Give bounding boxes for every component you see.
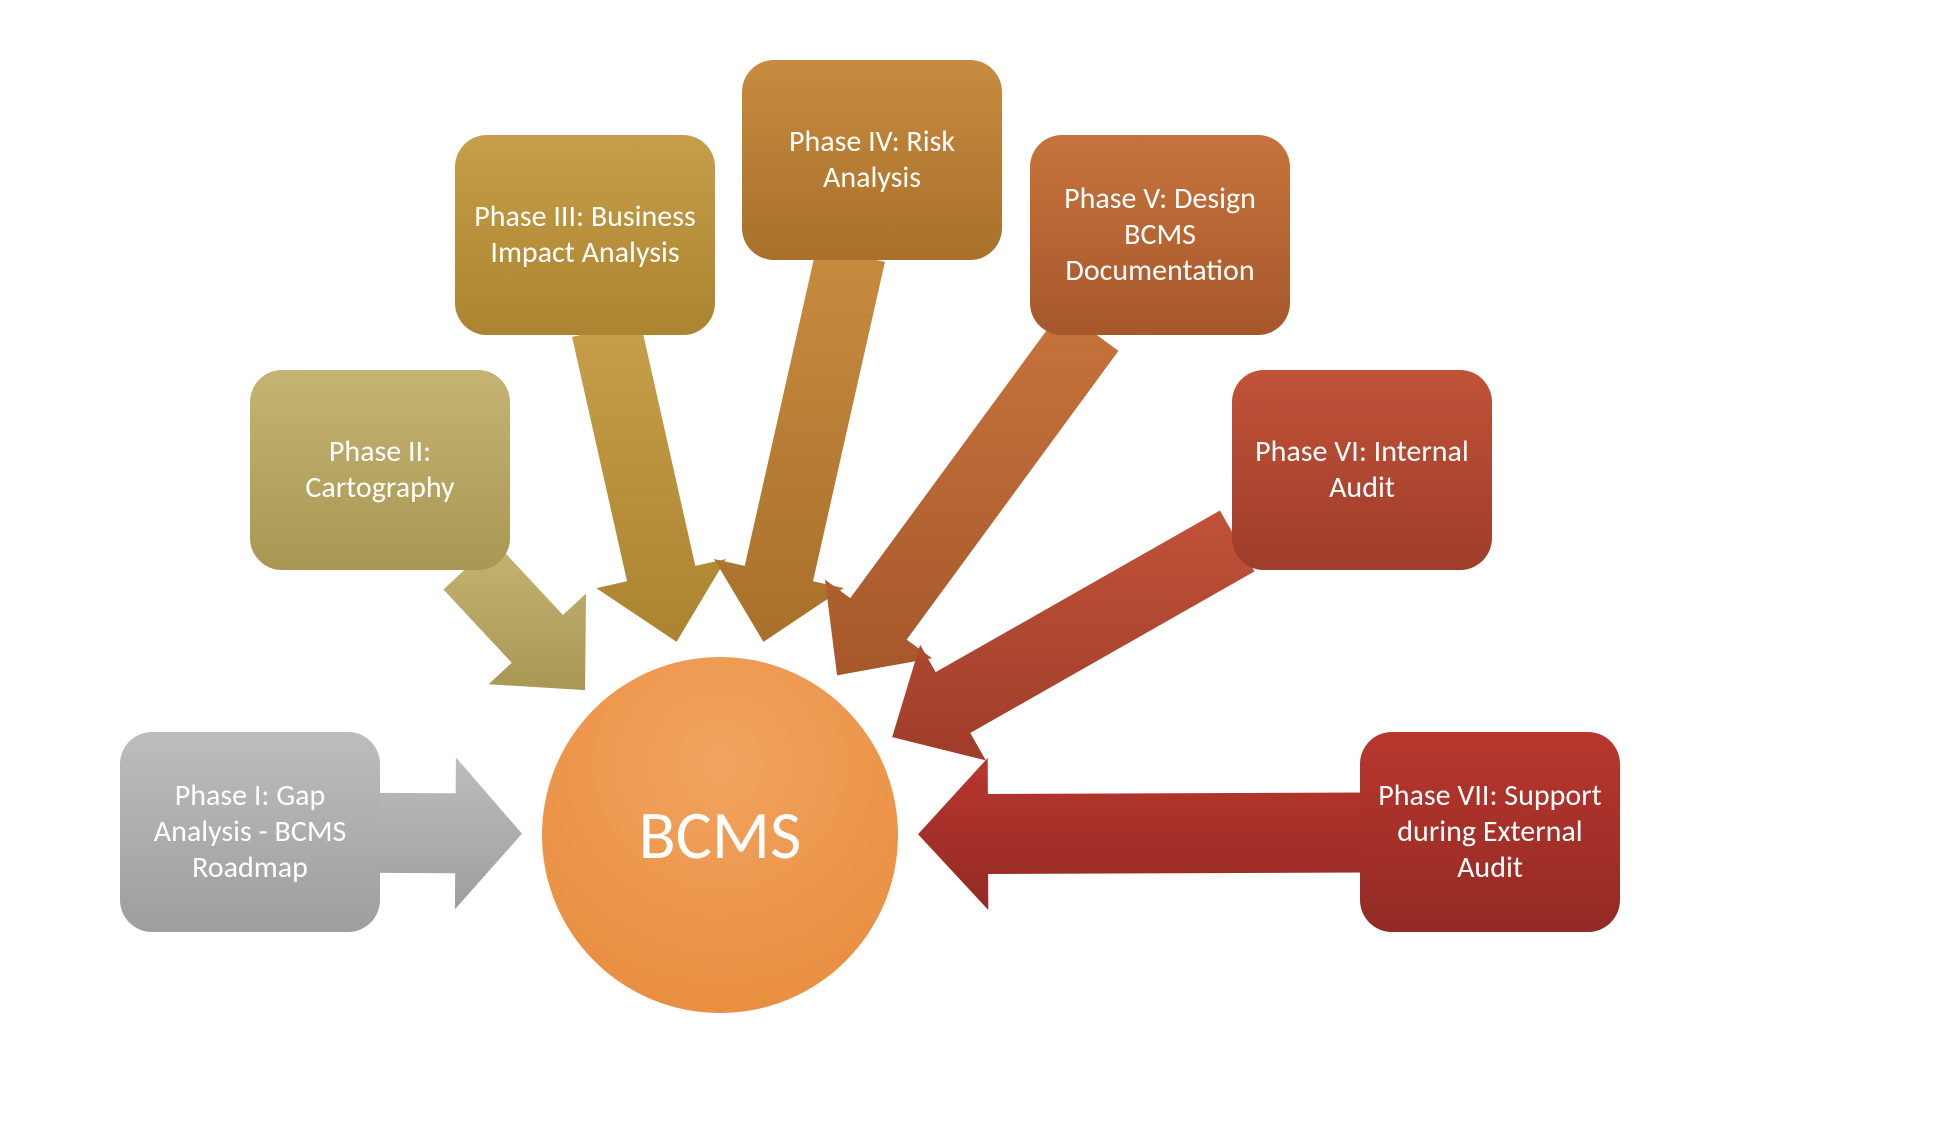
arrow-phase5 — [825, 309, 1119, 675]
node-phase2: Phase II: Cartography — [250, 370, 510, 570]
center-node-bcms: BCMS — [542, 657, 898, 1013]
center-node-label: BCMS — [639, 794, 802, 877]
arrow-phase4 — [714, 246, 885, 641]
node-label-phase2: Phase II: Cartography — [268, 434, 492, 506]
arrow-phase1 — [374, 757, 522, 909]
bcms-diagram: BCMS Phase I: Gap Analysis - BCMS Roadma… — [0, 0, 1942, 1138]
node-phase3: Phase III: Business Impact Analysis — [455, 135, 715, 335]
node-label-phase4: Phase IV: Risk Analysis — [760, 124, 984, 196]
node-label-phase1: Phase I: Gap Analysis - BCMS Roadmap — [138, 778, 362, 886]
node-phase4: Phase IV: Risk Analysis — [742, 60, 1002, 260]
node-phase1: Phase I: Gap Analysis - BCMS Roadmap — [120, 732, 380, 932]
node-label-phase6: Phase VI: Internal Audit — [1250, 434, 1474, 506]
node-label-phase5: Phase V: Design BCMS Documentation — [1048, 181, 1272, 289]
arrow-phase7 — [918, 758, 1366, 910]
arrow-phase6 — [892, 511, 1254, 761]
node-phase7: Phase VII: Support during External Audit — [1360, 732, 1620, 932]
node-label-phase3: Phase III: Business Impact Analysis — [473, 199, 697, 271]
node-label-phase7: Phase VII: Support during External Audit — [1378, 778, 1602, 886]
node-phase6: Phase VI: Internal Audit — [1232, 370, 1492, 570]
arrow-phase3 — [572, 321, 726, 641]
node-phase5: Phase V: Design BCMS Documentation — [1030, 135, 1290, 335]
